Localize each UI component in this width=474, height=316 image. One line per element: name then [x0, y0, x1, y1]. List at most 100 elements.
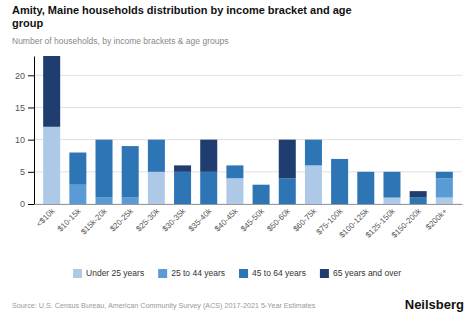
- x-tick: $45-50k: [239, 206, 267, 234]
- bar: [200, 140, 217, 172]
- bar: [305, 140, 322, 166]
- bar: [43, 127, 60, 204]
- chart: Amity, Maine households distribution by …: [0, 0, 474, 316]
- bar: [122, 146, 139, 147]
- bar: [122, 198, 139, 204]
- y-tick: 5: [20, 167, 34, 177]
- bar: [148, 140, 165, 172]
- bar: [436, 198, 453, 204]
- bar: [436, 178, 453, 197]
- bar: [69, 152, 86, 153]
- legend-label: 45 to 64 years: [252, 268, 306, 278]
- legend-item: Under 25 years: [73, 268, 144, 278]
- x-tick: <$10k: [35, 206, 58, 229]
- x-tick-label: $20-25k: [108, 206, 136, 234]
- x-tick-label: $30-35k: [161, 206, 189, 234]
- x-tick-label: $35-40k: [187, 206, 215, 234]
- y-tick: 15: [15, 103, 34, 113]
- bar: [174, 172, 191, 204]
- bar: [69, 153, 86, 185]
- annotation: Neilsberg: [405, 297, 464, 312]
- bar: [410, 198, 427, 204]
- x-tick-label: $150-200k: [390, 206, 424, 240]
- x-tick: $40-45k: [213, 206, 241, 234]
- bar: [410, 191, 427, 197]
- bar: [436, 171, 453, 172]
- series-bars: [43, 127, 453, 204]
- y-tick-label: 20: [15, 71, 25, 81]
- y-tick-mark: [28, 204, 34, 205]
- y-tick-mark: [28, 140, 34, 141]
- x-tick: $50-60k: [265, 206, 293, 234]
- y-tick-mark: [28, 107, 34, 108]
- legend-label: 25 to 44 years: [171, 268, 225, 278]
- y-tick-mark: [28, 75, 34, 76]
- x-tick-label: $40-45k: [213, 206, 241, 234]
- bar: [331, 159, 348, 204]
- x-tick-label: $50-60k: [265, 206, 293, 234]
- bars: [43, 56, 453, 204]
- bar: [43, 56, 60, 127]
- y-tick-label: 15: [15, 103, 25, 113]
- bar: [226, 178, 243, 204]
- x-axis: <$10k$10-15k$15k-20k$20-25k$25-30k$30-35…: [35, 205, 463, 240]
- x-tick: $150-200k: [390, 206, 424, 240]
- x-axis-line: [35, 204, 463, 205]
- bar: [96, 139, 113, 140]
- legend-item: 45 to 64 years: [239, 268, 306, 278]
- grid: [34, 75, 462, 204]
- bar: [200, 172, 217, 204]
- bar: [383, 172, 400, 198]
- y-axis: 0 5 10 15 20: [15, 57, 35, 210]
- bar: [69, 185, 86, 204]
- bar: [436, 172, 453, 178]
- x-tick-label: $200k+: [424, 206, 449, 231]
- x-tick: $30-35k: [161, 206, 189, 234]
- legend-swatch: [158, 269, 167, 278]
- y-tick: 0: [20, 199, 34, 209]
- bar: [279, 178, 296, 204]
- y-tick-label: 10: [15, 135, 25, 145]
- grid-line: [34, 107, 462, 108]
- x-tick: $20-25k: [108, 206, 136, 234]
- bar: [96, 140, 113, 198]
- bar: [383, 198, 400, 204]
- y-tick-label: 0: [20, 199, 25, 209]
- bar: [226, 165, 243, 178]
- series-bars: [43, 56, 426, 198]
- bar: [305, 139, 322, 140]
- legend-item: 65 years and over: [320, 268, 401, 278]
- bar: [253, 184, 270, 185]
- x-tick-label: $15k-20k: [79, 206, 109, 236]
- x-tick-label: $25-30k: [134, 206, 162, 234]
- y-tick: 20: [15, 71, 34, 81]
- series-bars: [69, 140, 452, 204]
- x-tick-label: <$10k: [35, 206, 58, 229]
- source: Source: U.S. Census Bureau, American Com…: [12, 301, 316, 310]
- x-tick: $35-40k: [187, 206, 215, 234]
- legend-swatch: [320, 269, 329, 278]
- y-axis-line: [34, 57, 35, 205]
- bar: [226, 165, 243, 166]
- bar: [122, 146, 139, 197]
- subtitle: Number of households, by income brackets…: [12, 36, 228, 46]
- bar: [305, 165, 322, 204]
- legend-label: 65 years and over: [333, 268, 401, 278]
- bar: [279, 140, 296, 179]
- legend-swatch: [73, 269, 82, 278]
- x-tick: $15k-20k: [79, 206, 109, 236]
- bar: [96, 198, 113, 204]
- x-tick-label: $45-50k: [239, 206, 267, 234]
- legend-item: 25 to 44 years: [158, 268, 225, 278]
- bar: [253, 185, 270, 204]
- legend-label: Under 25 years: [86, 268, 144, 278]
- bar: [174, 165, 191, 171]
- grid-line: [34, 75, 462, 76]
- bar: [148, 172, 165, 204]
- x-tick: $200k+: [424, 206, 449, 231]
- y-tick-mark: [28, 172, 34, 173]
- y-tick: 10: [15, 135, 34, 145]
- title: Amity, Maine households distribution by …: [12, 4, 352, 29]
- legend: Under 25 years 25 to 44 years 45 to 64 yea…: [73, 268, 401, 278]
- bar: [383, 171, 400, 172]
